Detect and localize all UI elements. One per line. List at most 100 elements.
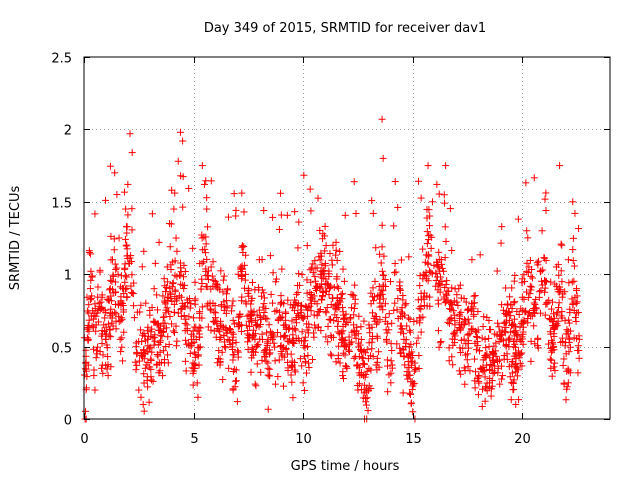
data-point xyxy=(435,343,443,351)
data-point xyxy=(164,351,172,359)
data-point xyxy=(462,298,470,306)
data-point xyxy=(510,277,518,285)
data-point xyxy=(212,309,220,317)
data-point xyxy=(350,292,358,300)
data-point xyxy=(308,355,316,363)
data-point xyxy=(277,343,285,351)
data-point xyxy=(283,211,291,219)
data-point xyxy=(277,342,285,350)
data-point xyxy=(295,218,303,226)
data-point xyxy=(324,322,332,330)
data-point xyxy=(367,352,375,360)
data-point xyxy=(186,304,194,312)
data-point xyxy=(474,391,482,399)
data-point xyxy=(526,282,534,290)
data-point xyxy=(423,214,431,222)
data-point xyxy=(138,263,146,271)
data-point xyxy=(99,351,107,359)
data-point xyxy=(355,312,363,320)
data-point xyxy=(402,300,410,308)
data-point xyxy=(559,290,567,298)
data-point xyxy=(489,357,497,365)
data-point xyxy=(240,243,248,251)
data-point xyxy=(232,377,240,385)
data-point xyxy=(575,332,583,340)
data-point xyxy=(440,191,448,199)
data-point xyxy=(130,314,138,322)
data-point xyxy=(258,255,266,263)
data-point xyxy=(417,314,425,322)
data-point xyxy=(369,293,377,301)
data-point xyxy=(98,332,106,340)
data-point xyxy=(108,277,116,285)
data-point xyxy=(146,343,154,351)
data-point xyxy=(504,336,512,344)
data-point xyxy=(472,368,480,376)
data-point xyxy=(107,305,115,313)
data-point xyxy=(198,162,206,170)
data-point xyxy=(571,209,579,217)
data-point xyxy=(333,313,341,321)
data-point xyxy=(547,278,555,286)
data-point xyxy=(391,178,399,186)
data-point xyxy=(196,309,204,317)
data-point xyxy=(303,242,311,250)
data-point xyxy=(198,314,206,322)
data-point xyxy=(145,344,153,352)
data-point xyxy=(345,333,353,341)
data-point xyxy=(510,337,518,345)
y-axis-title: SRMTID / TECUs xyxy=(8,186,23,291)
data-point xyxy=(169,279,177,287)
data-point xyxy=(155,238,163,246)
data-point xyxy=(94,343,102,351)
data-point xyxy=(332,358,340,366)
data-point xyxy=(380,252,388,260)
data-point xyxy=(155,369,163,377)
data-point xyxy=(144,332,152,340)
data-point xyxy=(507,396,515,404)
data-point xyxy=(137,393,145,401)
data-point xyxy=(255,306,263,314)
data-point xyxy=(518,333,526,341)
data-point xyxy=(339,375,347,383)
data-point xyxy=(441,254,449,262)
data-point xyxy=(419,245,427,253)
data-point xyxy=(334,351,342,359)
data-point xyxy=(366,329,374,337)
data-point xyxy=(378,115,386,123)
data-point xyxy=(342,310,350,318)
data-point xyxy=(379,282,387,290)
data-point xyxy=(261,353,269,361)
data-point xyxy=(391,259,399,267)
data-point xyxy=(335,304,343,312)
data-point xyxy=(229,333,237,341)
data-point xyxy=(507,322,515,330)
data-point xyxy=(444,318,452,326)
data-point xyxy=(265,321,273,329)
data-point xyxy=(526,290,534,298)
data-point xyxy=(304,351,312,359)
data-point xyxy=(251,316,259,324)
data-point xyxy=(362,386,370,394)
data-point xyxy=(236,311,244,319)
data-point xyxy=(195,361,203,369)
data-point xyxy=(340,314,348,322)
data-point xyxy=(107,276,115,284)
data-point xyxy=(336,247,344,255)
data-point xyxy=(523,227,531,235)
data-point xyxy=(350,178,358,186)
data-point xyxy=(435,264,443,272)
data-point xyxy=(403,322,411,330)
data-point xyxy=(464,362,472,370)
data-point xyxy=(329,294,337,302)
data-point xyxy=(322,242,330,250)
data-point xyxy=(356,341,364,349)
data-point xyxy=(514,366,522,374)
data-point xyxy=(345,347,353,355)
data-point xyxy=(504,301,512,309)
data-point xyxy=(415,352,423,360)
data-point xyxy=(362,401,370,409)
data-point xyxy=(500,352,508,360)
data-point xyxy=(230,320,238,328)
data-point xyxy=(153,306,161,314)
